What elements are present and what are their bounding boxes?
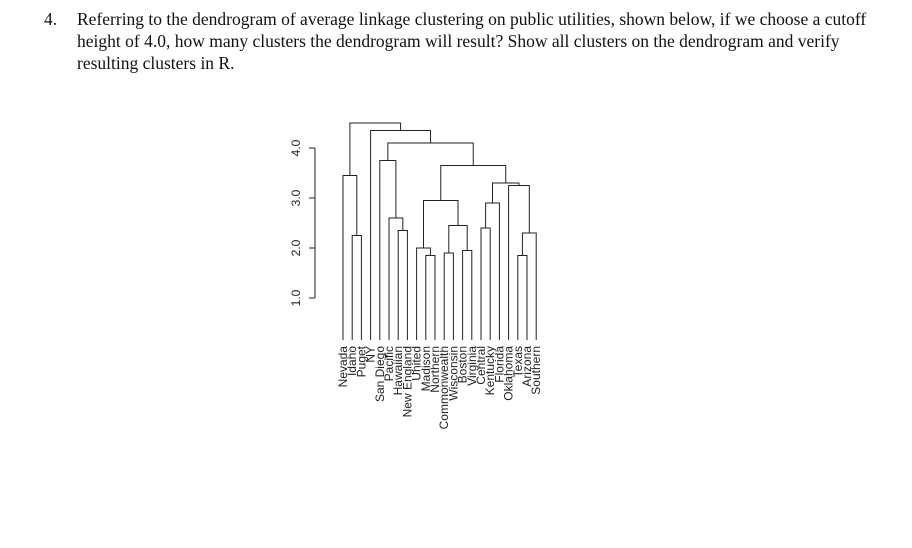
dendrogram-link bbox=[480, 227, 491, 340]
leaf-label: Southern bbox=[529, 346, 543, 395]
dendrogram-link bbox=[379, 160, 397, 340]
leaf-label: Central bbox=[474, 346, 488, 385]
dendrogram-link bbox=[342, 175, 358, 340]
dendrogram-link bbox=[387, 142, 474, 166]
dendrogram-link bbox=[397, 230, 408, 340]
dendrogram-link bbox=[521, 232, 537, 340]
dendrogram-link bbox=[462, 250, 473, 340]
leaf-label: United bbox=[410, 346, 424, 381]
leaf-label: Idaho bbox=[345, 346, 359, 376]
dendrogram-link bbox=[508, 185, 530, 340]
leaf-label: Florida bbox=[492, 346, 506, 383]
leaf-label: Arizona bbox=[520, 346, 534, 387]
y-tick-label: 2.0 bbox=[289, 239, 303, 256]
leaf-label: Madison bbox=[419, 346, 433, 391]
leaf-label: Oklahoma bbox=[502, 346, 516, 401]
dendrogram-link bbox=[423, 200, 459, 248]
dendrogram-branches bbox=[342, 122, 537, 340]
leaf-label: Hawaiian bbox=[391, 346, 405, 395]
leaf-label: San Diego bbox=[373, 346, 387, 402]
question-number: 4. bbox=[44, 9, 58, 29]
leaf-label: Northern bbox=[428, 346, 442, 393]
dendrogram-link bbox=[448, 225, 468, 253]
dendrogram-link bbox=[349, 122, 402, 176]
y-axis: 1.0 2.0 3.0 4.0 bbox=[289, 139, 316, 306]
leaf-label: Boston bbox=[456, 346, 470, 383]
y-tick-label: 4.0 bbox=[289, 139, 303, 156]
leaf-label: Nevada bbox=[336, 346, 350, 388]
dendrogram-link bbox=[517, 255, 528, 340]
dendrogram-link bbox=[351, 235, 362, 340]
dendrogram-link bbox=[443, 252, 454, 340]
question-text: Referring to the dendrogram of average l… bbox=[77, 9, 867, 73]
dendrogram-link bbox=[416, 247, 431, 340]
dendrogram-link bbox=[388, 217, 404, 340]
dendrogram-link bbox=[485, 202, 500, 340]
y-tick-label: 1.0 bbox=[289, 289, 303, 306]
y-tick-label: 3.0 bbox=[289, 189, 303, 206]
leaf-label: Commonwealth bbox=[437, 346, 451, 429]
leaf-label: Wisconsin bbox=[446, 346, 460, 401]
leaf-label: Kentucky bbox=[483, 346, 497, 395]
leaf-label: New England bbox=[400, 346, 414, 417]
leaf-label: Virginia bbox=[465, 346, 479, 386]
dendrogram-link bbox=[425, 255, 436, 340]
leaf-label: NY bbox=[364, 346, 378, 363]
leaf-label: Texas bbox=[511, 346, 525, 377]
leaf-label: Pacific bbox=[382, 346, 396, 381]
leaf-label: Puget bbox=[354, 345, 368, 377]
